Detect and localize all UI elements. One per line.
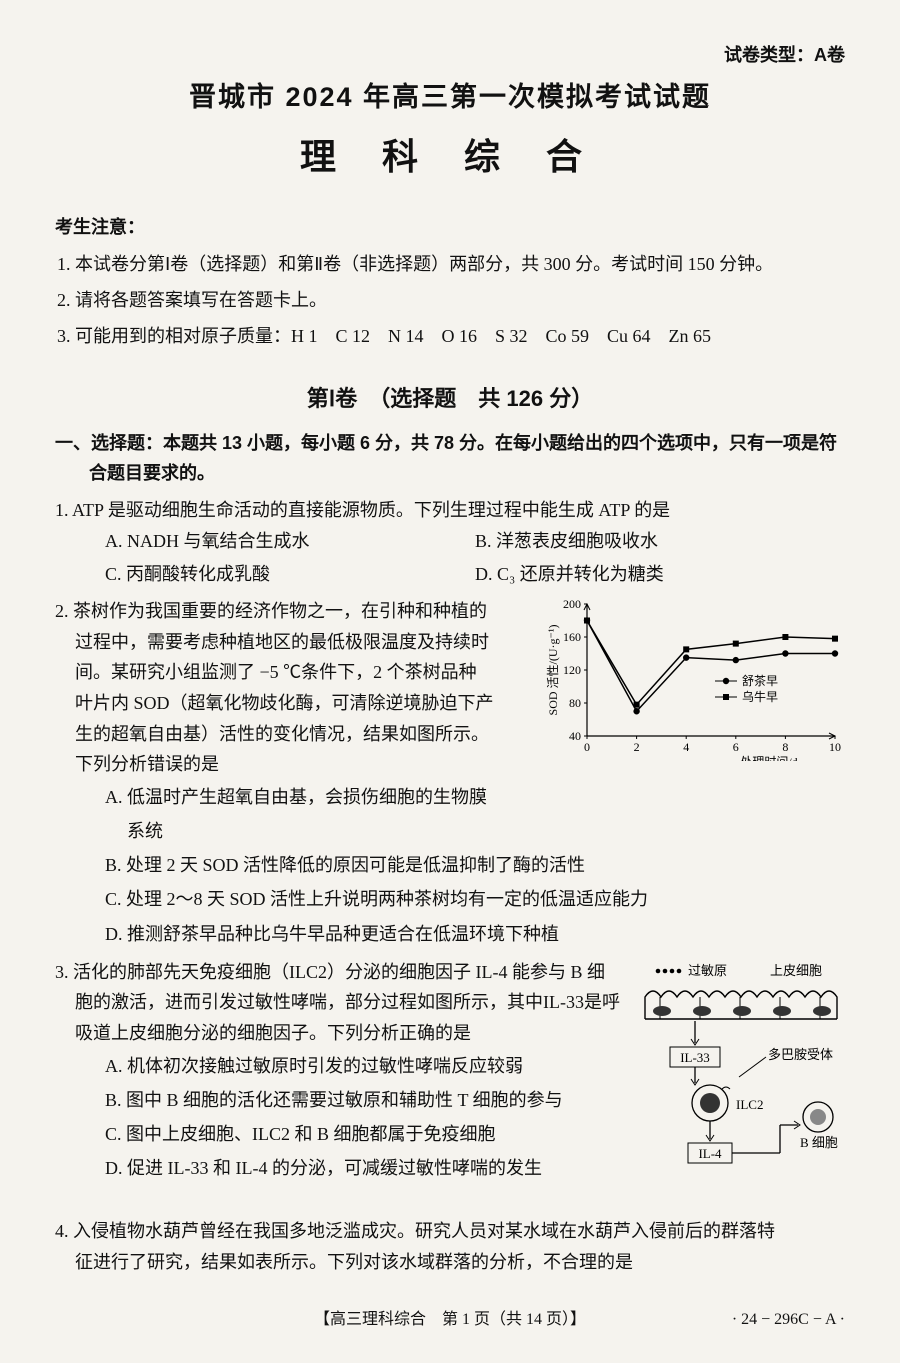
svg-text:处理时间/d: 处理时间/d <box>740 755 797 761</box>
q2-option-b: B. 处理 2 天 SOD 活性降低的原因可能是低温抑制了酶的活性 <box>55 848 845 882</box>
q3-option-c: C. 图中上皮细胞、ILC2 和 B 细胞都属于免疫细胞 <box>55 1117 634 1151</box>
q3-stem-1: 3. 活化的肺部先天免疫细胞（ILC2）分泌的细胞因子 IL-4 能参与 B 细 <box>55 957 634 988</box>
question-1: 1. ATP 是驱动细胞生命活动的直接能源物质。下列生理过程中能生成 ATP 的… <box>55 495 845 590</box>
svg-text:多巴胺受体: 多巴胺受体 <box>768 1047 833 1062</box>
q2-line-chart: 40 80 120 160 200 0 2 4 6 8 10 处理时间/d SOD 活性/(U·g⁻¹)… <box>545 596 845 761</box>
q3-pathway-diagram: 过敏原 上皮细胞 IL-33 多巴胺受体 ILC2 IL-4 B 细胞 <box>640 961 845 1201</box>
title-subject: 理 科 综 合 <box>55 126 845 187</box>
svg-text:120: 120 <box>563 663 581 677</box>
svg-text:10: 10 <box>829 740 841 754</box>
footer-code: · 24 − 296C − A · <box>732 1306 845 1333</box>
question-2: 2. 茶树作为我国重要的经济作物之一，在引种和种植的 过程中，需要考虑种植地区的… <box>55 596 845 951</box>
svg-text:ILC2: ILC2 <box>736 1097 763 1112</box>
q3-diagram: 过敏原 上皮细胞 IL-33 多巴胺受体 ILC2 IL-4 B 细胞 <box>640 961 845 1211</box>
svg-text:40: 40 <box>569 729 581 743</box>
q1-options: A. NADH 与氧结合生成水 B. 洋葱表皮细胞吸收水 C. 丙酮酸转化成乳酸… <box>55 525 845 590</box>
q2-option-a-2: 系统 <box>55 814 845 848</box>
svg-text:上皮细胞: 上皮细胞 <box>770 963 822 978</box>
q2-option-a-1: A. 低温时产生超氧自由基，会损伤细胞的生物膜 <box>55 780 845 814</box>
q1-option-a: A. NADH 与氧结合生成水 <box>105 525 475 557</box>
q2-chart: 40 80 120 160 200 0 2 4 6 8 10 处理时间/d SOD 活性/(U·g⁻¹)… <box>545 596 845 761</box>
page-footer: 【高三理科综合 第 1 页（共 14 页）】 · 24 − 296C − A · <box>55 1306 845 1333</box>
q4-stem-2: 征进行了研究，结果如表所示。下列对该水域群落的分析，不合理的是 <box>55 1247 845 1278</box>
q1-stem: 1. ATP 是驱动细胞生命活动的直接能源物质。下列生理过程中能生成 ATP 的… <box>55 495 845 526</box>
q3-stem-3: 吸道上皮细胞分泌的细胞因子。下列分析正确的是 <box>55 1018 634 1049</box>
svg-text:8: 8 <box>782 740 788 754</box>
svg-text:80: 80 <box>569 696 581 710</box>
notice-item-2: 2. 请将各题答案填写在答题卡上。 <box>55 282 845 318</box>
q3-option-a: A. 机体初次接触过敏原时引发的过敏性哮喘反应较弱 <box>55 1049 634 1083</box>
svg-text:0: 0 <box>584 740 590 754</box>
q2-stem-5: 生的超氧自由基）活性的变化情况，结果如图所示。 <box>55 719 537 750</box>
section1-instruction-cont: 合题目要求的。 <box>55 458 845 489</box>
question-4: 4. 入侵植物水葫芦曾经在我国多地泛滥成灾。研究人员对某水域在水葫芦入侵前后的群… <box>55 1216 845 1277</box>
q3-option-d: D. 促进 IL-33 和 IL-4 的分泌，可减缓过敏性哮喘的发生 <box>55 1151 634 1185</box>
svg-text:200: 200 <box>563 597 581 611</box>
question-3: 3. 活化的肺部先天免疫细胞（ILC2）分泌的细胞因子 IL-4 能参与 B 细… <box>55 957 845 1211</box>
q1-option-b: B. 洋葱表皮细胞吸收水 <box>475 525 845 557</box>
svg-text:过敏原: 过敏原 <box>688 963 727 978</box>
q2-stem-4: 叶片内 SOD（超氧化物歧化酶，可清除逆境胁迫下产 <box>55 688 537 719</box>
section1-heading: 第Ⅰ卷 （选择题 共 126 分） <box>55 380 845 417</box>
notice-item-1: 1. 本试卷分第Ⅰ卷（选择题）和第Ⅱ卷（非选择题）两部分，共 300 分。考试时… <box>55 246 845 282</box>
svg-text:SOD 活性/(U·g⁻¹): SOD 活性/(U·g⁻¹) <box>546 625 560 716</box>
q3-stem-2: 胞的激活，进而引发过敏性哮喘，部分过程如图所示，其中IL-33是呼 <box>55 987 634 1018</box>
notice-heading: 考生注意： <box>55 212 845 243</box>
paper-type-label: 试卷类型：A卷 <box>55 40 845 71</box>
svg-text:160: 160 <box>563 630 581 644</box>
notice-item-3: 3. 可能用到的相对原子质量：H 1 C 12 N 14 O 16 S 32 C… <box>55 318 845 354</box>
q2-stem-3: 间。某研究小组监测了 −5 ℃条件下，2 个茶树品种 <box>55 657 537 688</box>
exam-page: 试卷类型：A卷 晋城市 2024 年高三第一次模拟考试试题 理 科 综 合 考生… <box>0 0 900 1363</box>
q1-option-c: C. 丙酮酸转化成乳酸 <box>105 558 475 590</box>
svg-text:舒茶早: 舒茶早 <box>742 673 778 688</box>
svg-text:2: 2 <box>634 740 640 754</box>
svg-text:IL-4: IL-4 <box>698 1146 722 1161</box>
q1-option-d: D. C₃ 还原并转化为糖类 <box>475 558 845 590</box>
svg-text:4: 4 <box>683 740 689 754</box>
svg-text:B 细胞: B 细胞 <box>800 1135 838 1150</box>
q2-stem-1: 2. 茶树作为我国重要的经济作物之一，在引种和种植的 <box>55 596 537 627</box>
q2-stem-6: 下列分析错误的是 <box>55 749 537 780</box>
q4-stem-1: 4. 入侵植物水葫芦曾经在我国多地泛滥成灾。研究人员对某水域在水葫芦入侵前后的群… <box>55 1216 845 1247</box>
title-main: 晋城市 2024 年高三第一次模拟考试试题 <box>55 75 845 121</box>
svg-text:IL-33: IL-33 <box>680 1050 710 1065</box>
svg-text:乌牛早: 乌牛早 <box>742 689 778 704</box>
q2-option-c: C. 处理 2～8 天 SOD 活性上升说明两种茶树均有一定的低温适应能力 <box>55 882 845 916</box>
q2-option-d: D. 推测舒茶早品种比乌牛早品种更适合在低温环境下种植 <box>55 917 845 951</box>
svg-text:6: 6 <box>733 740 739 754</box>
q3-option-b: B. 图中 B 细胞的活化还需要过敏原和辅助性 T 细胞的参与 <box>55 1083 634 1117</box>
q2-stem-2: 过程中，需要考虑种植地区的最低极限温度及持续时 <box>55 627 537 658</box>
section1-instruction: 一、选择题：本题共 13 小题，每小题 6 分，共 78 分。在每小题给出的四个… <box>55 428 845 459</box>
footer-page: 【高三理科综合 第 1 页（共 14 页）】 <box>314 1311 586 1328</box>
